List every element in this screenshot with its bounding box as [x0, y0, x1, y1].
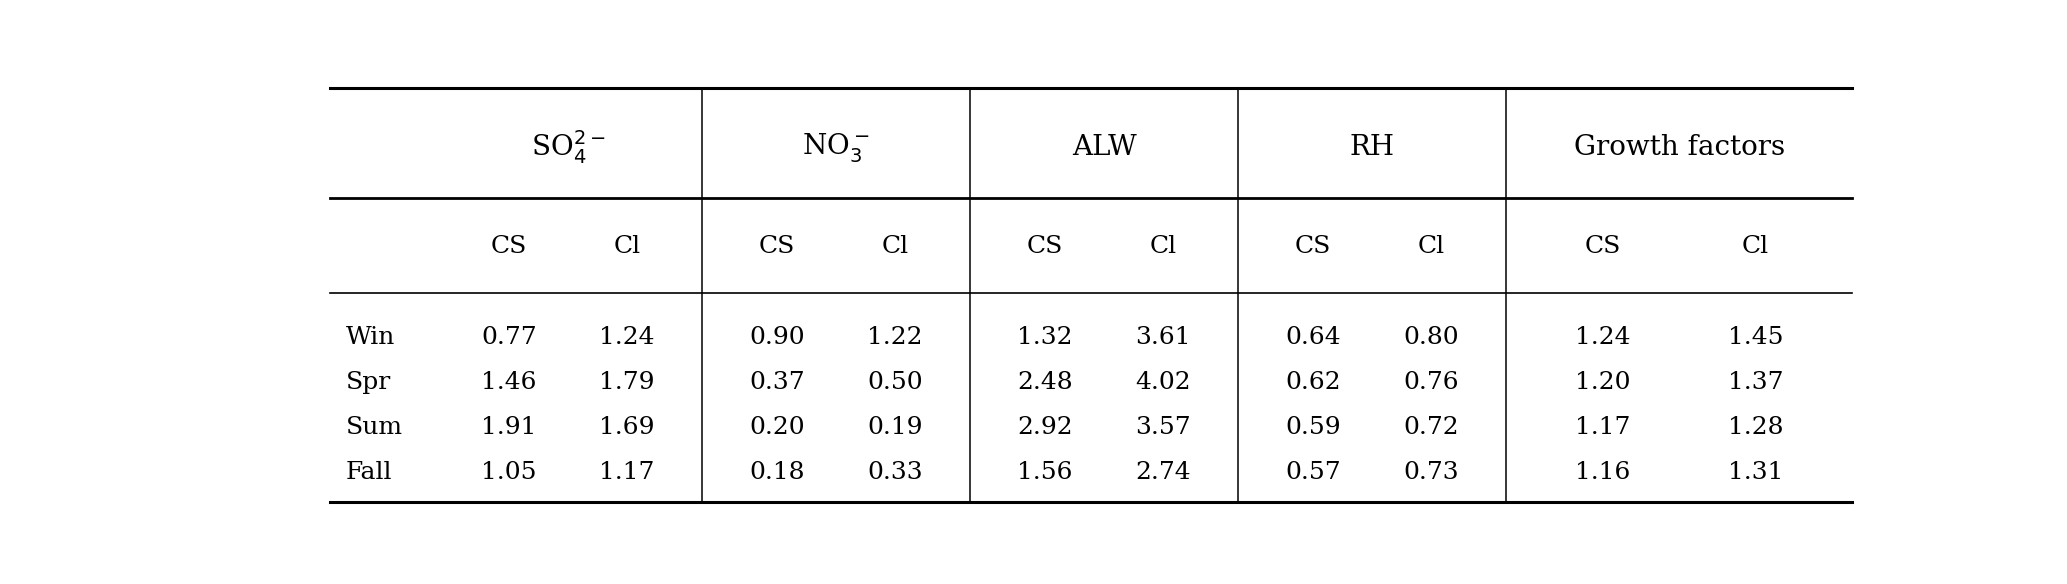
Text: 1.28: 1.28: [1728, 416, 1784, 439]
Text: 0.76: 0.76: [1403, 371, 1459, 394]
Text: 0.33: 0.33: [868, 461, 922, 484]
Text: 1.20: 1.20: [1575, 371, 1631, 394]
Text: Cl: Cl: [614, 235, 641, 258]
Text: 1.17: 1.17: [599, 461, 655, 484]
Text: CS: CS: [490, 235, 527, 258]
Text: 0.80: 0.80: [1403, 326, 1459, 349]
Text: 1.24: 1.24: [1575, 326, 1631, 349]
Text: 2.74: 2.74: [1135, 461, 1191, 484]
Text: 1.46: 1.46: [482, 371, 537, 394]
Text: 0.73: 0.73: [1403, 461, 1459, 484]
Text: 1.24: 1.24: [599, 326, 655, 349]
Text: 0.19: 0.19: [868, 416, 922, 439]
Text: Win: Win: [345, 326, 395, 349]
Text: Fall: Fall: [345, 461, 393, 484]
Text: 0.57: 0.57: [1286, 461, 1341, 484]
Text: 1.32: 1.32: [1017, 326, 1073, 349]
Text: 1.05: 1.05: [482, 461, 537, 484]
Text: Cl: Cl: [1742, 235, 1769, 258]
Text: 0.72: 0.72: [1403, 416, 1459, 439]
Text: 0.20: 0.20: [748, 416, 804, 439]
Text: 1.17: 1.17: [1575, 416, 1631, 439]
Text: NO$_3^-$: NO$_3^-$: [802, 131, 870, 164]
Text: 1.31: 1.31: [1728, 461, 1784, 484]
Text: CS: CS: [1296, 235, 1331, 258]
Text: 3.61: 3.61: [1135, 326, 1191, 349]
Text: 3.57: 3.57: [1135, 416, 1191, 439]
Text: Sum: Sum: [345, 416, 403, 439]
Text: Growth factors: Growth factors: [1573, 134, 1784, 161]
Text: 0.37: 0.37: [748, 371, 804, 394]
Text: 1.37: 1.37: [1728, 371, 1784, 394]
Text: ALW: ALW: [1073, 134, 1137, 161]
Text: 1.22: 1.22: [868, 326, 922, 349]
Text: Cl: Cl: [881, 235, 909, 258]
Text: 0.64: 0.64: [1286, 326, 1341, 349]
Text: 2.92: 2.92: [1017, 416, 1073, 439]
Text: Cl: Cl: [1149, 235, 1176, 258]
Text: SO$_4^{2-}$: SO$_4^{2-}$: [531, 128, 606, 166]
Text: Cl: Cl: [1418, 235, 1445, 258]
Text: 1.16: 1.16: [1575, 461, 1631, 484]
Text: 2.48: 2.48: [1017, 371, 1073, 394]
Text: 0.50: 0.50: [868, 371, 922, 394]
Text: 1.79: 1.79: [599, 371, 655, 394]
Text: 0.90: 0.90: [748, 326, 804, 349]
Text: 4.02: 4.02: [1135, 371, 1191, 394]
Text: RH: RH: [1350, 134, 1395, 161]
Text: 0.62: 0.62: [1286, 371, 1341, 394]
Text: 1.45: 1.45: [1728, 326, 1784, 349]
Text: CS: CS: [1585, 235, 1621, 258]
Text: 1.69: 1.69: [599, 416, 655, 439]
Text: Spr: Spr: [345, 371, 391, 394]
Text: 1.91: 1.91: [482, 416, 537, 439]
Text: 0.77: 0.77: [482, 326, 537, 349]
Text: CS: CS: [1027, 235, 1062, 258]
Text: CS: CS: [759, 235, 796, 258]
Text: 1.56: 1.56: [1017, 461, 1073, 484]
Text: 0.18: 0.18: [750, 461, 804, 484]
Text: 0.59: 0.59: [1286, 416, 1341, 439]
